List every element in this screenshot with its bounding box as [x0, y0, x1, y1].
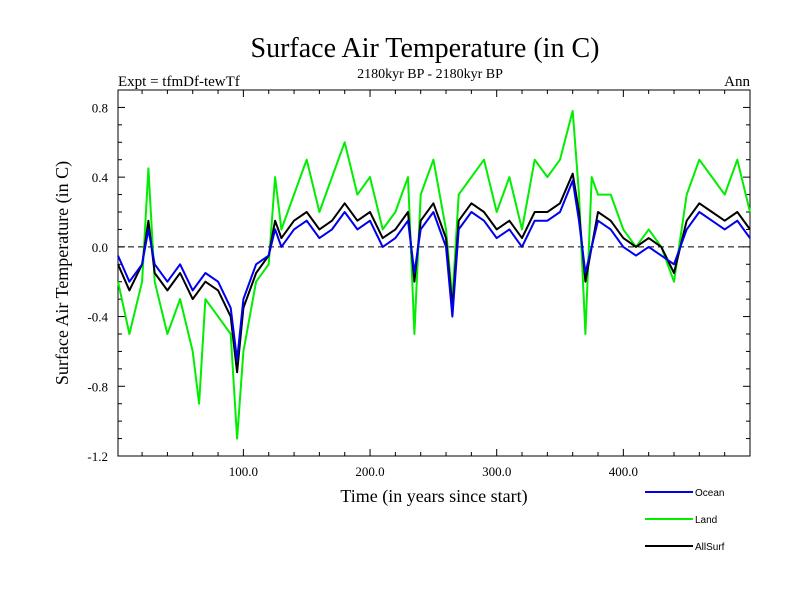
- axis-tick-labels: 100.0 200.0 300.0 400.0 0.8 0.4 0.0 -0.4 -0.8 -1.…: [87, 100, 638, 479]
- x-tick-label: 300.0: [482, 464, 511, 479]
- y-tick-label: -0.8: [87, 379, 108, 394]
- legend-label-ocean: Ocean: [695, 488, 724, 499]
- axis-ticks: [118, 89, 750, 457]
- legend-label-allsurf: AllSurf: [695, 542, 725, 553]
- chart-title: Surface Air Temperature (in C): [251, 33, 600, 64]
- series-line-land: [117, 109, 751, 440]
- y-tick-label: 0.4: [92, 170, 109, 185]
- series-line-allsurf: [117, 172, 751, 374]
- x-tick-label: 100.0: [229, 464, 258, 479]
- x-axis-label: Time (in years since start): [340, 486, 527, 507]
- series-lines: [117, 109, 751, 440]
- experiment-label: Expt = tfmDf-tewTf: [118, 74, 240, 90]
- y-tick-label: 0.8: [92, 100, 108, 115]
- y-axis-label: Surface Air Temperature (in C): [52, 161, 73, 385]
- y-tick-label: -1.2: [87, 449, 108, 464]
- season-label: Ann: [724, 74, 750, 90]
- series-line-ocean: [117, 179, 751, 362]
- x-tick-label: 400.0: [609, 464, 638, 479]
- legend: Ocean Land AllSurf: [645, 488, 725, 553]
- x-tick-label: 200.0: [355, 464, 384, 479]
- chart-subtitle: 2180kyr BP - 2180kyr BP: [357, 67, 503, 82]
- y-tick-label: 0.0: [92, 240, 108, 255]
- legend-label-land: Land: [695, 515, 717, 526]
- plot-frame: [117, 89, 751, 457]
- y-tick-label: -0.4: [87, 310, 108, 325]
